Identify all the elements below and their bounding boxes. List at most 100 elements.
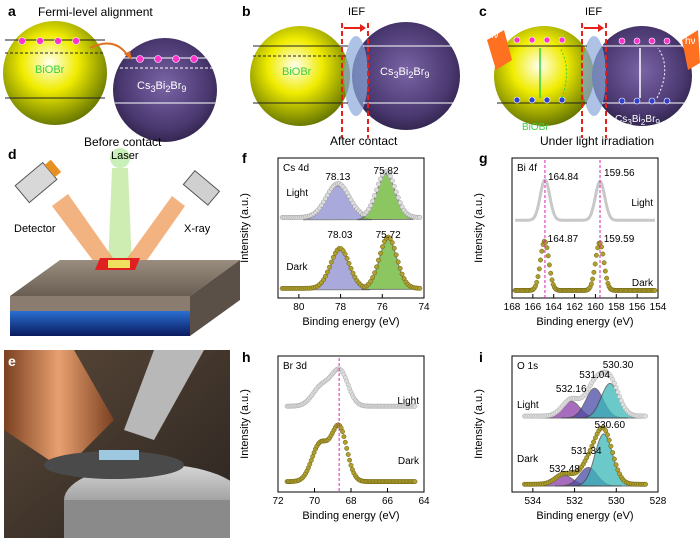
panel-label-h: h — [242, 349, 251, 365]
csbibr-label-a: Cs3Bi2Br9 — [137, 80, 187, 95]
chart-g: 168 166 164 162 160 158 156 154 Binding energy (… — [473, 157, 667, 328]
data-point-dark — [342, 439, 348, 445]
peak-label-light-1: 532.16 — [556, 384, 587, 395]
panel-label-e-overlay: e — [8, 353, 16, 369]
chart-f: 80 78 76 74 Binding energy (eV) Intensity (a.… — [239, 157, 430, 328]
data-point-dark — [378, 250, 383, 256]
data-point-dark — [348, 265, 354, 271]
peak-label-dark-2: 159.59 — [604, 234, 635, 245]
peak-label-light-3: 530.30 — [603, 360, 634, 371]
data-point-dark — [534, 279, 540, 285]
csbibr-sphere — [113, 38, 217, 142]
data-point-dark — [342, 251, 348, 257]
x-tick-label: 80 — [293, 302, 305, 313]
panel-label-b: b — [242, 3, 251, 19]
data-point-dark — [326, 264, 332, 270]
xray-label: X-ray — [184, 223, 211, 235]
data-point-dark — [643, 481, 648, 487]
data-point-dark — [611, 456, 617, 462]
substrate-top — [10, 260, 240, 296]
data-point-light — [393, 189, 399, 195]
x-tick-label: 162 — [566, 302, 583, 313]
panel-label-f: f — [242, 150, 247, 166]
csbibr-label-b: Cs3Bi2Br9 — [380, 66, 430, 81]
x-axis-label: Binding energy (eV) — [536, 510, 633, 522]
data-point-light — [395, 195, 401, 201]
data-point-dark — [417, 285, 423, 291]
data-point-light — [376, 181, 381, 187]
data-point-dark — [308, 457, 314, 463]
laser-label: Laser — [111, 150, 139, 162]
plot-frame — [511, 355, 659, 493]
panel-label-i: i — [479, 349, 483, 365]
x-tick-label: 534 — [525, 496, 542, 507]
data-point-dark — [344, 445, 350, 451]
light-beam-right — [682, 30, 700, 70]
data-point-light — [417, 214, 423, 220]
laser-source — [110, 148, 130, 168]
x-tick-label: 64 — [418, 496, 430, 507]
data-point-dark — [604, 275, 610, 281]
x-tick-label: 158 — [608, 302, 625, 313]
instrument-photo — [4, 350, 230, 538]
x-tick-label: 78 — [335, 302, 347, 313]
data-point-dark — [397, 265, 403, 271]
before-contact-caption: Before contact — [84, 135, 162, 149]
data-point-dark — [538, 257, 543, 263]
data-point-dark — [591, 439, 597, 445]
panel-label-d: d — [8, 146, 17, 162]
data-point-dark — [593, 252, 599, 258]
data-point-light — [389, 178, 395, 184]
data-point-dark — [590, 276, 596, 282]
detector-label: Detector — [14, 223, 56, 235]
element-label: Bi 4f — [517, 163, 537, 174]
data-point-dark — [549, 277, 555, 283]
x-tick-label: 528 — [650, 496, 667, 507]
hv-left: hν — [488, 30, 499, 41]
data-point-dark — [587, 447, 593, 453]
x-tick-label: 154 — [650, 302, 667, 313]
light-beam-left — [487, 30, 512, 70]
data-point-light — [374, 187, 380, 193]
x-tick-label: 532 — [566, 496, 583, 507]
peak-label-dark-1: 532.48 — [549, 464, 580, 475]
ief-label-b: IEF — [348, 6, 366, 18]
panel-b-schematic — [250, 22, 460, 138]
x-axis-label: Binding energy (eV) — [302, 510, 399, 522]
series-label-dark: Dark — [517, 454, 539, 465]
xray-source-icon — [182, 169, 221, 206]
series-line-light — [515, 177, 655, 222]
data-point-dark — [380, 244, 385, 250]
peak-label-light-1: 164.84 — [548, 172, 579, 183]
data-point-dark — [370, 275, 376, 281]
data-point-light — [397, 200, 403, 206]
data-point-dark — [328, 259, 334, 265]
peak-label-dark-1: 78.03 — [327, 230, 352, 241]
data-point-dark — [603, 428, 609, 434]
chart-i: 534 532 530 528 Binding energy (eV) Intensity… — [473, 355, 667, 522]
element-label: Br 3d — [283, 361, 307, 372]
fermi-title: Fermi-level alignment — [38, 5, 153, 19]
data-point-dark — [615, 467, 621, 473]
x-tick-label: 72 — [272, 496, 284, 507]
data-point-dark — [601, 260, 607, 266]
x-axis-label: Binding energy (eV) — [302, 316, 399, 328]
series-label-light: Light — [631, 198, 653, 209]
y-axis-label: Intensity (a.u.) — [239, 389, 251, 459]
peak-label-dark-2: 75.72 — [376, 230, 401, 241]
x-tick-label: 164 — [545, 302, 562, 313]
data-point-dark — [345, 452, 351, 457]
data-point-dark — [535, 274, 541, 280]
element-label: Cs 4d — [283, 163, 309, 174]
panel-label-c: c — [479, 3, 487, 19]
data-point-dark — [350, 270, 356, 276]
data-point-dark — [374, 264, 380, 270]
data-point-dark — [393, 252, 399, 258]
data-point-dark — [602, 268, 608, 274]
data-point-dark — [548, 270, 554, 276]
data-point-dark — [341, 434, 347, 440]
transfer-arrow — [89, 42, 129, 57]
data-point-light — [613, 385, 619, 390]
x-tick-label: 530 — [608, 496, 625, 507]
panel-label-a: a — [8, 3, 16, 19]
